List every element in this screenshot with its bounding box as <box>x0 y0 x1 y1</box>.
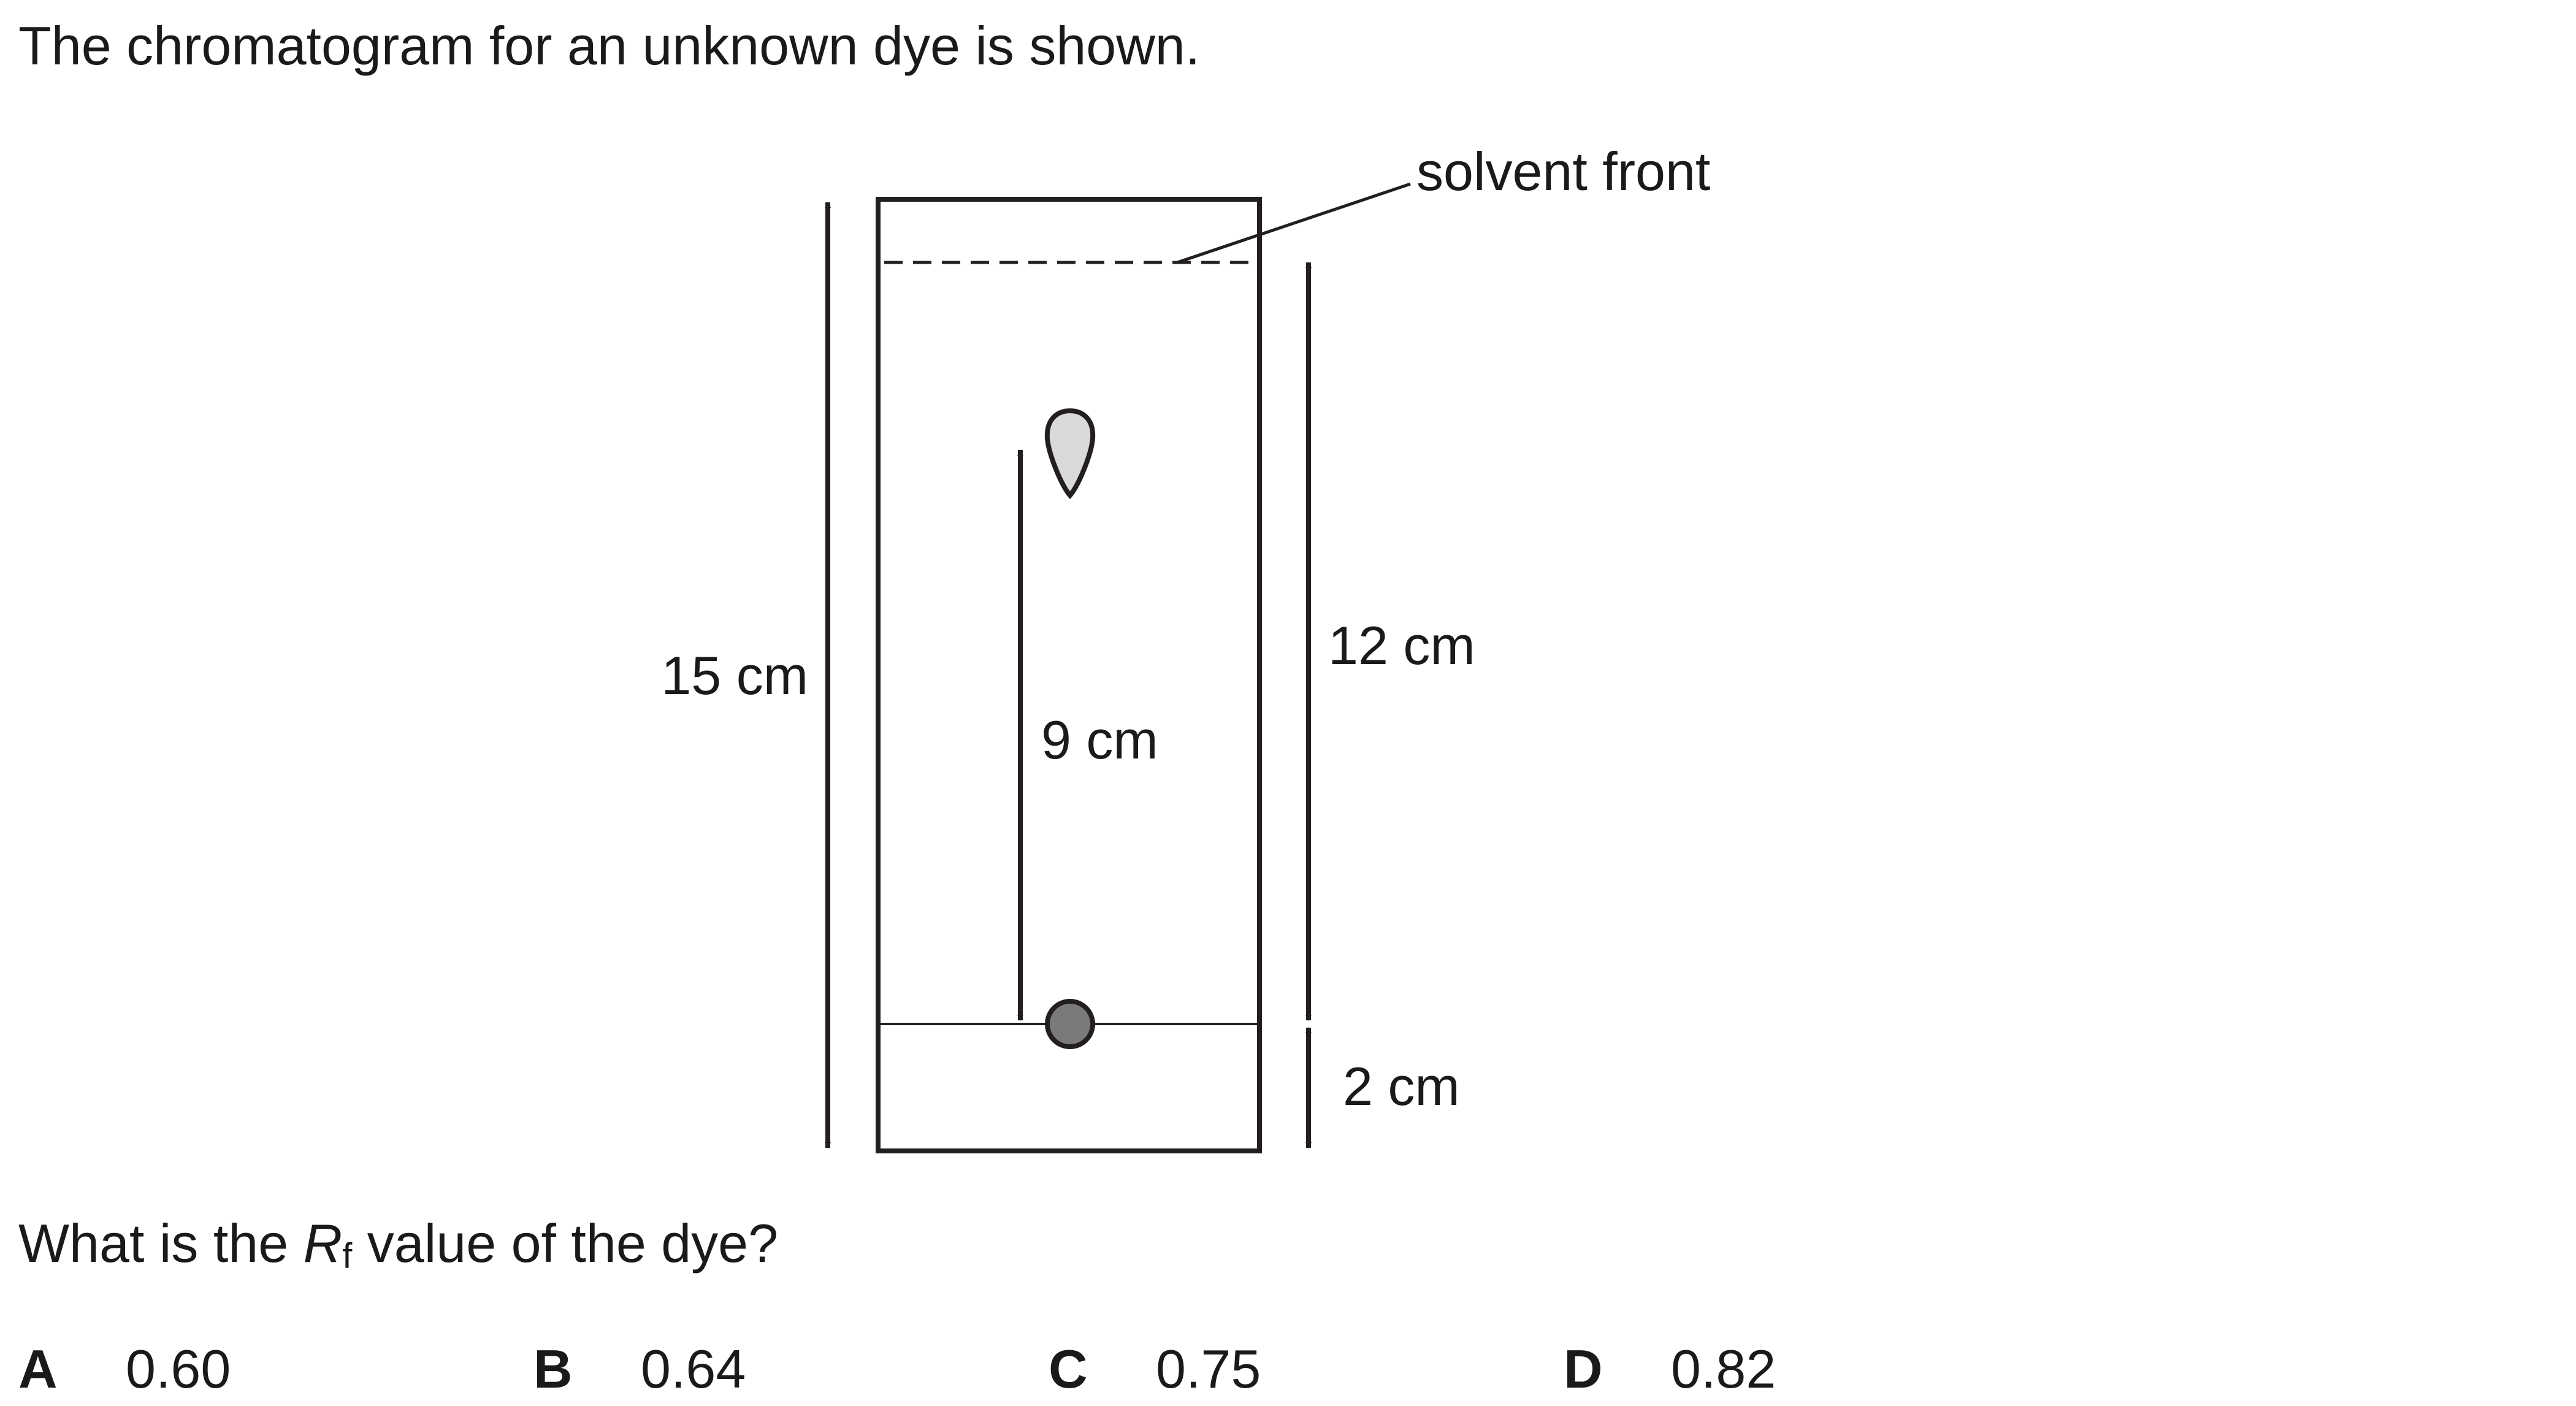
option-b-value: 0.64 <box>641 1339 746 1399</box>
option-d-letter: D <box>1564 1339 1603 1399</box>
option-b-letter: B <box>533 1339 573 1399</box>
solvent-front-leader <box>1177 182 1411 264</box>
question-text: What is the Rf value of the dye? <box>18 1211 778 1276</box>
option-d[interactable]: D 0.82 <box>1564 1337 1776 1402</box>
chromatography-paper <box>876 197 1262 1153</box>
solvent-front-label: solvent front <box>1416 141 1710 202</box>
option-a[interactable]: A 0.60 <box>18 1337 231 1402</box>
question-prefix: What is the <box>18 1213 304 1274</box>
answer-options: A 0.60 B 0.64 C 0.75 D 0.82 <box>0 1337 2576 1404</box>
question-suffix: value of the dye? <box>352 1213 779 1274</box>
solvent-distance-label: 12 cm <box>1328 615 1475 676</box>
option-a-letter: A <box>18 1339 58 1399</box>
option-b[interactable]: B 0.64 <box>533 1337 746 1402</box>
spot-distance-label: 9 cm <box>1041 709 1158 770</box>
dye-spot <box>1044 408 1096 500</box>
rf-subscript: f <box>342 1236 353 1276</box>
origin-spot <box>1045 999 1095 1049</box>
option-d-value: 0.82 <box>1671 1339 1776 1399</box>
option-c[interactable]: C 0.75 <box>1049 1337 1261 1402</box>
paper-height-label: 15 cm <box>661 645 808 706</box>
option-c-value: 0.75 <box>1156 1339 1261 1399</box>
baseline-distance-label: 2 cm <box>1343 1056 1460 1117</box>
intro-text: The chromatogram for an unknown dye is s… <box>18 15 1201 76</box>
option-c-letter: C <box>1049 1339 1088 1399</box>
option-a-value: 0.60 <box>126 1339 231 1399</box>
rf-symbol: R <box>303 1213 343 1274</box>
